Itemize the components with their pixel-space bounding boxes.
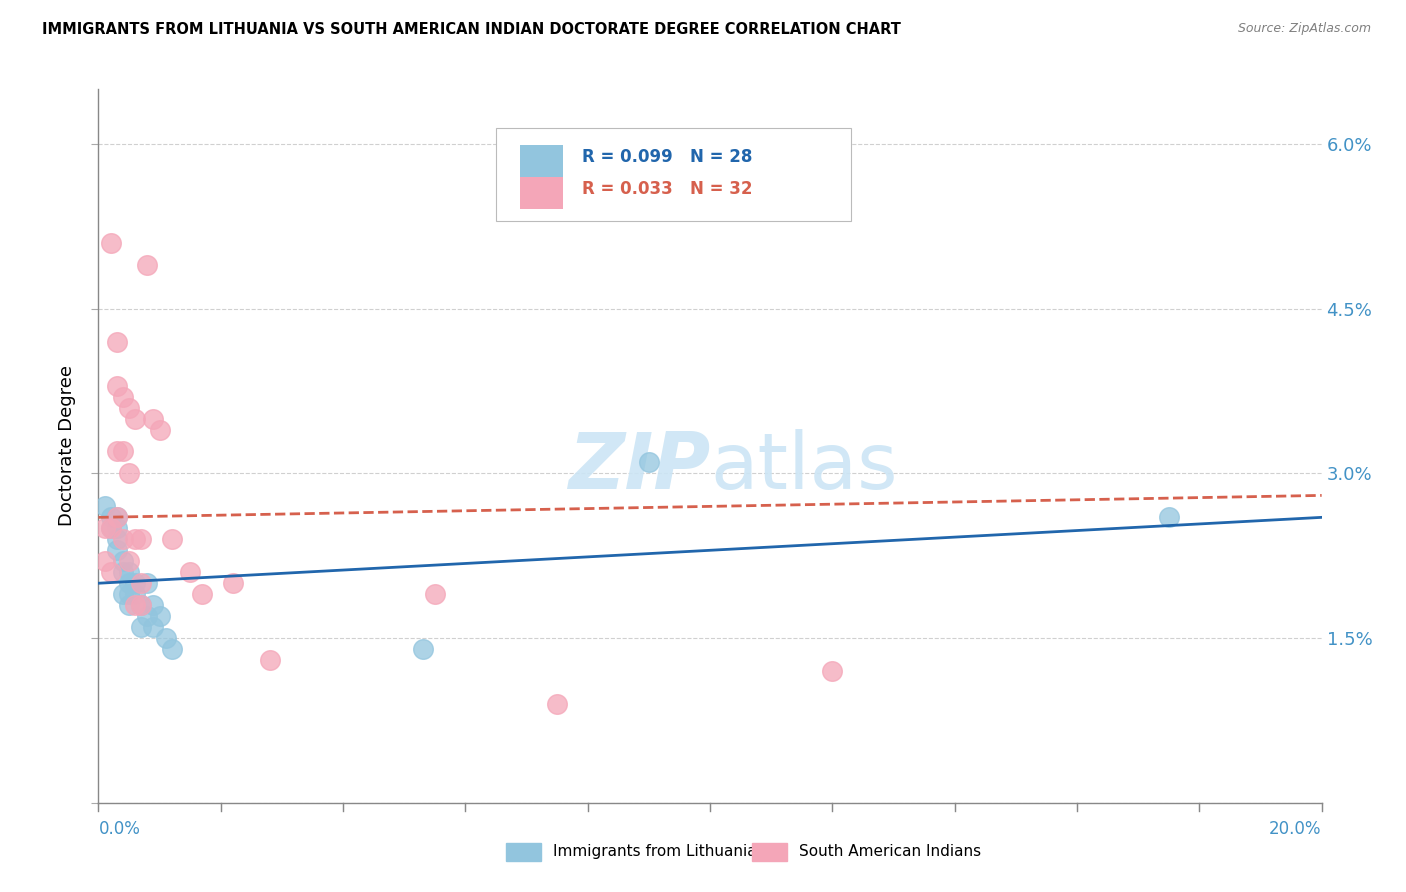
Point	[1157, 510, 1180, 524]
Point	[136, 258, 159, 272]
Text: 0.0%: 0.0%	[98, 820, 141, 838]
Point	[118, 467, 141, 481]
FancyBboxPatch shape	[496, 128, 851, 221]
Point	[191, 587, 214, 601]
Point	[93, 521, 115, 535]
Point	[100, 510, 122, 524]
Point	[136, 609, 159, 624]
Text: Source: ZipAtlas.com: Source: ZipAtlas.com	[1237, 22, 1371, 36]
Point	[105, 521, 128, 535]
Point	[179, 566, 201, 580]
Point	[100, 566, 122, 580]
Text: atlas: atlas	[710, 429, 897, 506]
Point	[129, 598, 152, 612]
Text: ZIP: ZIP	[568, 429, 710, 506]
Point	[124, 598, 146, 612]
Point	[105, 510, 128, 524]
Point	[637, 455, 661, 469]
Point	[100, 521, 122, 535]
Point	[105, 334, 128, 349]
Point	[222, 576, 245, 591]
Text: Immigrants from Lithuania: Immigrants from Lithuania	[553, 845, 756, 859]
Point	[124, 576, 146, 591]
Point	[129, 620, 152, 634]
Point	[129, 533, 152, 547]
Text: South American Indians: South American Indians	[799, 845, 981, 859]
Point	[160, 642, 183, 657]
Point	[124, 533, 146, 547]
FancyBboxPatch shape	[520, 145, 564, 177]
Point	[124, 587, 146, 601]
Point	[111, 444, 134, 458]
Point	[160, 533, 183, 547]
Point	[412, 642, 434, 657]
Point	[142, 411, 165, 425]
Point	[546, 697, 568, 711]
Text: R = 0.099   N = 28: R = 0.099 N = 28	[582, 148, 752, 166]
Point	[129, 576, 152, 591]
Point	[105, 543, 128, 558]
Point	[93, 500, 115, 514]
Point	[821, 664, 844, 678]
Point	[118, 566, 141, 580]
FancyBboxPatch shape	[520, 177, 564, 209]
Point	[118, 401, 141, 415]
Point	[142, 620, 165, 634]
Text: 20.0%: 20.0%	[1270, 820, 1322, 838]
Text: R = 0.033   N = 32: R = 0.033 N = 32	[582, 180, 752, 198]
Point	[118, 576, 141, 591]
Point	[105, 510, 128, 524]
Point	[105, 378, 128, 392]
Point	[259, 653, 281, 667]
Point	[111, 587, 134, 601]
Point	[149, 423, 172, 437]
Point	[149, 609, 172, 624]
Point	[105, 533, 128, 547]
Point	[129, 598, 152, 612]
Point	[111, 390, 134, 404]
Point	[111, 566, 134, 580]
Point	[105, 444, 128, 458]
Point	[124, 411, 146, 425]
Point	[423, 587, 446, 601]
Point	[118, 598, 141, 612]
Y-axis label: Doctorate Degree: Doctorate Degree	[58, 366, 76, 526]
Point	[111, 554, 134, 568]
Point	[155, 631, 177, 645]
Point	[111, 533, 134, 547]
Point	[118, 554, 141, 568]
Point	[136, 576, 159, 591]
Text: IMMIGRANTS FROM LITHUANIA VS SOUTH AMERICAN INDIAN DOCTORATE DEGREE CORRELATION : IMMIGRANTS FROM LITHUANIA VS SOUTH AMERI…	[42, 22, 901, 37]
Point	[142, 598, 165, 612]
Point	[118, 587, 141, 601]
Point	[93, 554, 115, 568]
Point	[100, 521, 122, 535]
Point	[100, 235, 122, 250]
